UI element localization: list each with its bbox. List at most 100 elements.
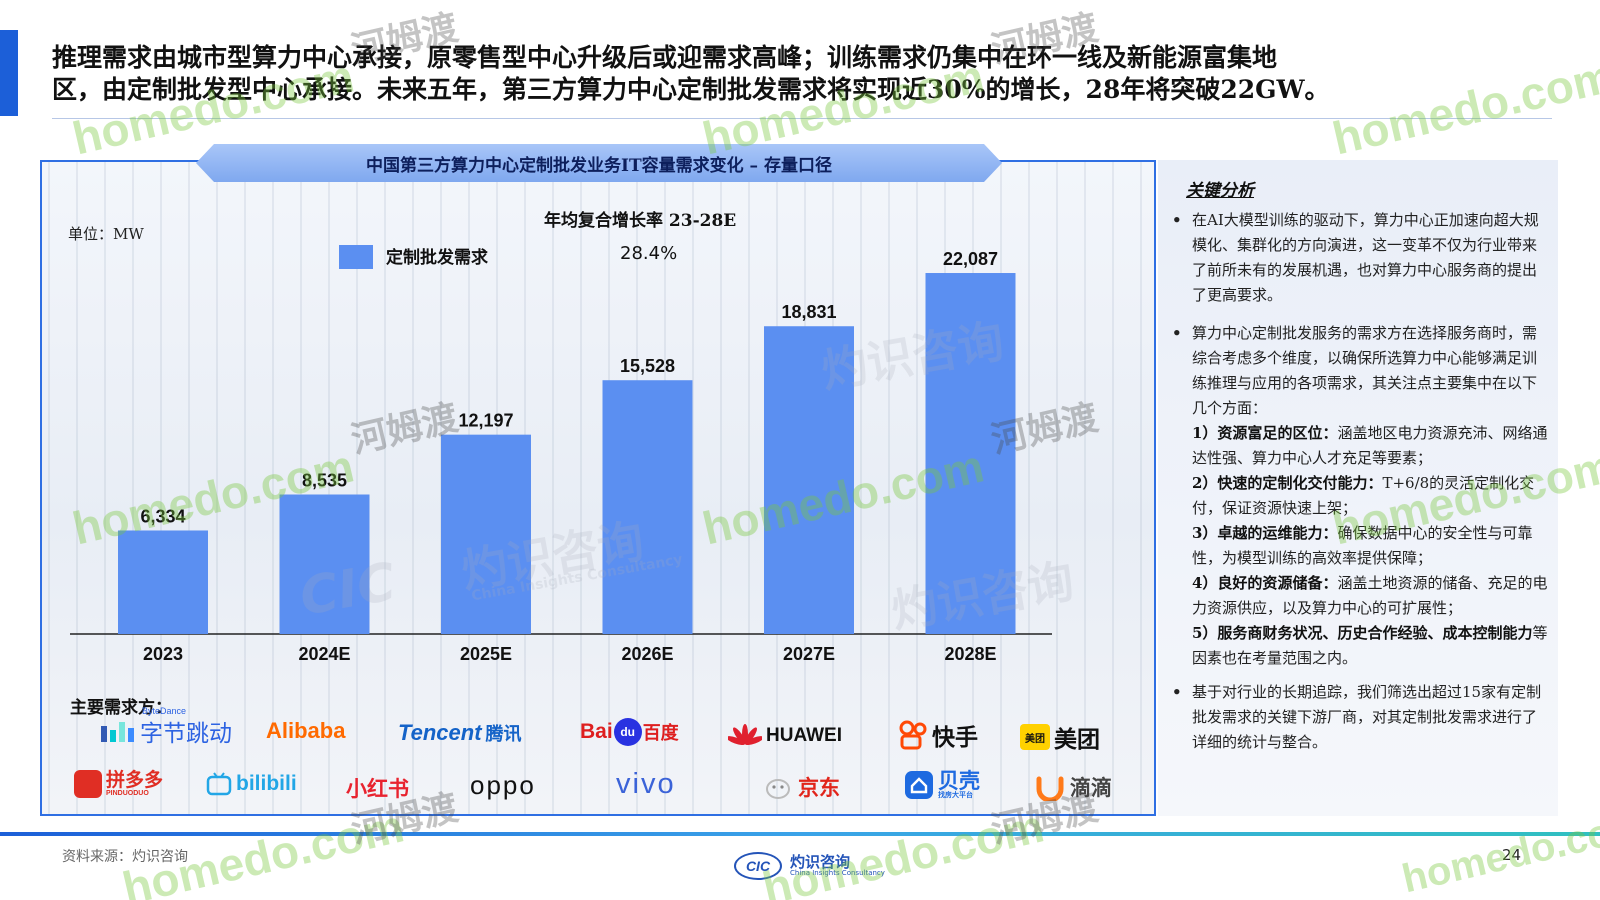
jd-logo-icon: 京东 [762,772,840,802]
bar-2027E [764,326,854,634]
beike-sub: 找房大平台 [938,792,973,799]
rack-line [48,162,50,814]
legend-series-name: 定制批发需求 [386,248,488,268]
oppo-logo-icon: oppo [470,770,536,801]
rack-line [580,162,582,814]
tencent-name: Tencent [398,720,482,745]
beike-name: 贝壳 [938,769,980,793]
analysis-item-1: 1）资源富足的区位：涵盖地区电力资源充沛、网络通达性强、算力中心人才充足等要素； [1192,424,1548,467]
bar-2028E [925,273,1016,634]
data-label-2026E: 15,528 [620,356,675,376]
cagr-value: 28.4% [620,243,678,264]
cic-logo-icon: CIC [734,852,782,880]
bilibili-logo-icon: bilibili [206,772,297,796]
baidu-cn: 百度 [642,723,679,744]
rack-line [748,162,750,814]
bytedance-sup: ByteDance [142,706,187,716]
analysis-item-3: 3）卓越的运维能力：确保数据中心的安全性与可靠性，为模型训练的高效率提供保障； [1192,524,1533,567]
vivo-name: vivo [616,768,676,800]
headline-line-2: 区，由定制批发型中心承接。未来五年，第三方算力中心定制批发需求将实现近30%的增… [52,75,1330,104]
x-tick-2024E: 2024E [298,644,350,664]
baidu-name: Bai [580,720,613,743]
rack-line [860,162,862,814]
unit-label: 单位：MW [68,225,144,243]
panel-title: 关键分析 [1186,181,1254,201]
bilibili-tv-icon [206,772,232,796]
kuaishou-logo-icon: 快手 [898,718,978,752]
rack-line [1028,162,1030,814]
meituan-name: 美团 [1054,727,1100,753]
rack-line [132,162,134,814]
data-label-2027E: 18,831 [781,302,836,322]
rack-line [356,162,358,814]
beike-logo-icon: 贝壳 找房大平台 [904,770,980,800]
bytedance-logo-icon: ByteDance 字节跳动 [100,706,232,748]
analysis-bullet-2: 算力中心定制批发服务的需求方在选择服务商时，需综合考虑多个维度，以确保所选算力中… [1168,321,1548,671]
footer-divider [0,832,1600,836]
rack-line [552,162,554,814]
footer-logo: CIC 灼识咨询 China Insights Consultancy [734,852,885,880]
jd-name: 京东 [798,776,840,800]
rack-line [1084,162,1086,814]
data-label-2025E: 12,197 [458,411,513,431]
alibaba-name: Alibaba [266,718,346,743]
analysis-item-2: 2）快速的定制化交付能力：T+6/8的灵活定制化交付，保证资源快速上架； [1192,474,1535,517]
baidu-logo-icon: Bai du 百度 [580,718,679,746]
xiaohongshu-name: 小红书 [346,777,409,801]
pinduoduo-logo-icon: 拼多多 PINDUODUO [74,770,163,798]
huawei-logo-icon: HUAWEI [728,724,842,748]
rack-line [412,162,414,814]
rack-line [1056,162,1058,814]
didi-mark-icon [1036,776,1064,801]
rack-line [888,162,890,814]
beike-house-icon [905,771,933,799]
source-note: 资料来源：灼识咨询 [62,849,188,865]
analysis-item-4: 4）良好的资源储备：涵盖土地资源的储备、充足的电力资源供应，以及算力中心的可扩展… [1192,574,1548,617]
jd-dog-icon [766,779,790,799]
baidu-paw: du [613,718,642,746]
didi-logo-icon: 滴滴 [1034,772,1112,802]
rack-line [160,162,162,814]
kuaishou-name: 快手 [932,725,978,751]
rack-line [272,162,274,814]
rack-line [244,162,246,814]
headline-line-1: 推理需求由城市型算力中心承接，原零售型中心升级后或迎需求高峰；训练需求仍集中在环… [52,43,1278,72]
vivo-logo-icon: vivo [616,768,676,801]
analysis-bullet-3: 基于对行业的长期追踪，我们筛选出超过15家有定制批发需求的关键下游厂商，对其定制… [1168,680,1548,755]
pinduoduo-sub: PINDUODUO [106,790,149,797]
rack-line [692,162,694,814]
page-headline: 推理需求由城市型算力中心承接，原零售型中心升级后或迎需求高峰；训练需求仍集中在环… [52,42,1572,106]
bar-2024E [279,494,370,634]
x-tick-2026E: 2026E [621,644,673,664]
oppo-name: oppo [470,770,536,800]
kuaishou-mark-icon [899,720,927,750]
footer-logo-en: China Insights Consultancy [790,869,885,878]
data-label-2024E: 8,535 [302,471,347,491]
pinduoduo-name: 拼多多 [106,769,164,791]
pinduoduo-mark-icon [74,770,102,798]
rack-line [1140,162,1142,814]
data-label-2028E: 22,087 [943,249,998,269]
rack-line [328,162,330,814]
tencent-cn: 腾讯 [485,724,522,745]
huawei-petal-icon [728,724,762,746]
headline-divider [52,118,1552,119]
analysis-bullet-1: 在AI大模型训练的驱动下，算力中心正加速向超大规模化、集群化的方向演进，这一变革… [1168,208,1548,308]
bytedance-name: 字节跳动 [140,721,232,747]
rack-line [1112,162,1114,814]
tencent-logo-icon: Tencent 腾讯 [398,720,522,746]
bytedance-mark-icon [101,722,134,742]
chart-title: 中国第三方算力中心定制批发业务IT容量需求变化 – 存量口径 [196,144,1002,182]
bar-2023 [118,530,208,634]
analysis-item-5: 5）服务商财务状况、历史合作经验、成本控制能力等因素也在考量范围之内。 [1192,624,1548,667]
bar-2026E [602,380,693,634]
rack-line [104,162,106,814]
rack-line [720,162,722,814]
x-tick-2028E: 2028E [944,644,996,664]
page-number: 24 [1502,846,1522,864]
x-tick-2025E: 2025E [460,644,512,664]
bar-2025E [441,434,531,634]
legend-swatch [339,245,373,269]
rack-line [916,162,918,814]
